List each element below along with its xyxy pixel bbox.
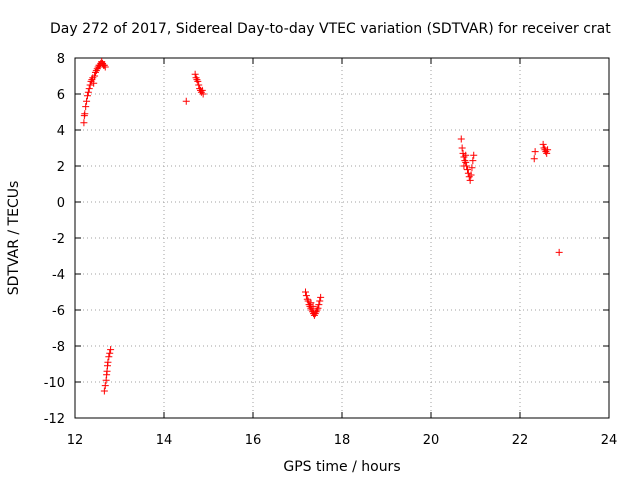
data-point (106, 349, 114, 357)
x-axis-tick-labels: 12 14 16 18 20 22 24 (67, 433, 618, 448)
data-point (540, 144, 548, 152)
data-point (105, 353, 113, 361)
data-point (302, 292, 310, 300)
data-point (307, 299, 315, 307)
y-tick-label: 8 (57, 52, 65, 67)
data-point (86, 81, 94, 89)
y-tick-label: -4 (52, 268, 65, 283)
data-point (313, 306, 321, 314)
data-points (80, 58, 563, 395)
y-axis-ticks (75, 57, 609, 419)
data-point (83, 92, 91, 100)
data-point (104, 358, 112, 366)
y-tick-label: 2 (57, 160, 65, 175)
y-tick-label: 4 (57, 124, 65, 139)
data-point (89, 74, 97, 82)
y-tick-label: -10 (44, 376, 65, 391)
data-point (555, 248, 563, 256)
data-point (543, 149, 551, 157)
data-point (107, 346, 115, 354)
y-tick-label: -2 (52, 232, 65, 247)
data-point (90, 79, 98, 87)
data-point (466, 176, 474, 184)
data-point (311, 310, 319, 318)
data-point (94, 63, 102, 71)
data-point (84, 88, 92, 96)
data-point (80, 119, 88, 127)
data-point (462, 151, 470, 159)
data-point (101, 382, 109, 390)
data-point (99, 59, 107, 67)
data-point (192, 74, 200, 82)
data-point (468, 164, 476, 172)
data-point (316, 297, 324, 305)
data-point (469, 157, 477, 165)
data-point (314, 304, 322, 312)
data-point (193, 76, 201, 84)
data-point (310, 311, 318, 319)
data-point (467, 171, 475, 179)
data-point (82, 103, 90, 111)
chart-title: Day 272 of 2017, Sidereal Day-to-day VTE… (50, 21, 611, 37)
data-point (93, 65, 101, 73)
data-point (530, 155, 538, 163)
data-point (460, 153, 468, 161)
x-axis-title: GPS time / hours (283, 459, 400, 475)
y-axis-tick-labels: -12 -10 -8 -6 -4 -2 0 2 4 6 8 (44, 52, 65, 427)
data-point (458, 144, 466, 152)
y-tick-label: -8 (52, 340, 65, 355)
y-tick-label: 6 (57, 88, 65, 103)
x-tick-label: 24 (601, 433, 618, 448)
y-axis-title: SDTVAR / TECUs (6, 181, 22, 296)
data-point (544, 146, 552, 154)
data-point (198, 86, 206, 94)
data-point (305, 301, 313, 309)
x-tick-label: 22 (512, 433, 529, 448)
data-point (457, 135, 465, 143)
data-point (309, 302, 317, 310)
data-point (191, 70, 199, 78)
x-axis-ticks (74, 58, 610, 418)
data-point (85, 85, 93, 93)
x-tick-label: 16 (245, 433, 262, 448)
data-point (101, 63, 109, 71)
data-point (182, 97, 190, 105)
data-point (312, 308, 320, 316)
data-point (315, 301, 323, 309)
data-point (542, 148, 550, 156)
data-point (81, 110, 89, 118)
data-point (83, 97, 91, 105)
data-point (194, 77, 202, 85)
data-point (463, 166, 471, 174)
data-point (197, 88, 205, 96)
data-point (460, 162, 468, 170)
data-point (98, 58, 106, 66)
data-point (92, 67, 100, 75)
data-point (88, 76, 96, 84)
data-point (100, 387, 108, 395)
data-point (465, 173, 473, 181)
grid-lines (75, 58, 609, 418)
data-point (462, 158, 470, 166)
data-point (91, 72, 99, 80)
data-point (317, 293, 325, 301)
data-point (470, 151, 478, 159)
x-tick-label: 12 (67, 433, 84, 448)
data-point (91, 68, 99, 76)
data-point (100, 61, 108, 69)
y-tick-label: -6 (52, 304, 65, 319)
data-point (539, 140, 547, 148)
data-point (461, 157, 469, 165)
y-tick-label: 0 (57, 196, 65, 211)
x-tick-label: 20 (423, 433, 440, 448)
data-point (302, 288, 310, 296)
x-tick-label: 14 (156, 433, 173, 448)
data-point (195, 81, 203, 89)
data-point (199, 90, 207, 98)
data-point (303, 295, 311, 303)
x-tick-label: 18 (334, 433, 351, 448)
data-point (531, 148, 539, 156)
y-tick-label: -12 (44, 412, 65, 427)
